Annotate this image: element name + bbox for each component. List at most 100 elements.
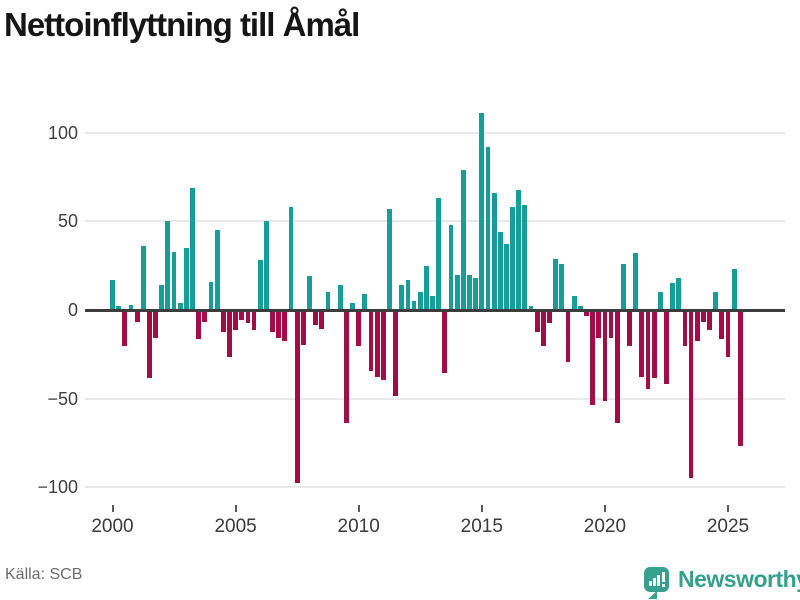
bar-2006-q4	[276, 311, 282, 338]
bar-2014-q1	[454, 274, 460, 310]
bar-2019-q4	[596, 311, 602, 338]
bar-2014-q2	[460, 170, 466, 310]
bar-2010-q1	[356, 311, 362, 347]
bar-2003-q2	[190, 187, 195, 310]
bar-2012-q2	[411, 301, 417, 310]
bar-2021-q4	[645, 311, 651, 389]
bar-2001-q1	[134, 311, 140, 322]
bar-2011-q4	[399, 285, 405, 310]
bar-2018-q1	[553, 258, 559, 310]
bar-2009-q4	[350, 302, 355, 310]
bar-2007-q3	[294, 311, 300, 483]
bar-2003-q1	[183, 247, 189, 310]
bar-2010-q2	[362, 294, 368, 310]
bar-2001-q4	[153, 311, 158, 338]
bar-2013-q1	[430, 295, 435, 310]
x-axis-label: 2000	[91, 516, 134, 537]
bar-2024-q4	[719, 311, 725, 340]
x-tick-2010	[357, 505, 360, 512]
bar-2000-q4	[128, 304, 134, 310]
speech-bubble-bar-chart-icon	[644, 566, 669, 599]
bar-2015-q1	[479, 113, 485, 310]
bar-2013-q2	[436, 198, 442, 310]
x-axis-label: 2020	[583, 516, 627, 537]
bar-2022-q4	[670, 283, 675, 310]
bar-2016-q2	[510, 207, 515, 310]
bar-2010-q4	[374, 311, 380, 377]
bar-2022-q3	[664, 311, 669, 384]
bar-2008-q3	[319, 311, 325, 329]
bar-2002-q3	[171, 251, 177, 310]
bar-2025-q2	[731, 269, 737, 310]
bar-2018-q2	[559, 263, 565, 310]
newsworthy-wordmark: Newsworthy	[678, 565, 800, 592]
bar-2020-q2	[608, 311, 614, 338]
bar-2001-q3	[147, 311, 152, 379]
y-axis-label: −50	[47, 388, 78, 409]
bar-2015-q3	[491, 193, 497, 310]
bar-2002-q2	[165, 221, 171, 310]
bar-2019-q1	[577, 306, 583, 310]
bar-2023-q4	[694, 311, 700, 342]
y-axis-label: 50	[57, 211, 78, 232]
bar-2000-q1	[110, 279, 115, 310]
bar-2019-q2	[584, 311, 589, 317]
bar-2018-q4	[571, 295, 577, 310]
bar-2000-q2	[116, 306, 122, 310]
bar-2014-q4	[473, 278, 479, 310]
bar-2011-q2	[387, 208, 392, 310]
bar-2007-q1	[282, 311, 288, 342]
bar-2017-q2	[534, 311, 540, 333]
gridline-50	[85, 220, 785, 223]
x-axis-label: 2010	[337, 516, 380, 537]
bar-2015-q4	[497, 232, 503, 310]
bar-2017-q3	[540, 311, 546, 347]
bar-2020-q4	[620, 263, 626, 310]
bar-2015-q2	[485, 146, 491, 310]
x-axis-label: 2025	[706, 516, 750, 537]
bar-2021-q3	[639, 311, 645, 377]
bar-2006-q1	[257, 260, 263, 310]
bar-2023-q3	[688, 311, 694, 478]
bar-2021-q1	[627, 311, 632, 347]
bar-2021-q2	[633, 253, 639, 310]
bar-2016-q3	[516, 189, 522, 310]
bar-2002-q1	[159, 285, 165, 310]
bar-2013-q4	[448, 224, 454, 310]
y-axis-label: 0	[67, 300, 78, 320]
speech-bubble-tail	[648, 590, 657, 599]
gridline--100	[85, 486, 785, 489]
bar-2005-q1	[233, 311, 238, 331]
gridline-100	[85, 131, 785, 134]
bar-2005-q3	[245, 311, 251, 324]
zero-axis-line	[85, 309, 785, 312]
bar-2022-q2	[657, 292, 663, 310]
bar-2008-q2	[313, 311, 318, 326]
bar-2020-q1	[602, 311, 608, 402]
bar-2016-q1	[504, 244, 509, 310]
bar-2025-q1	[725, 311, 731, 358]
bar-2004-q1	[208, 281, 214, 310]
bar-2019-q3	[590, 311, 595, 405]
bar-2004-q2	[214, 230, 220, 310]
bar-2003-q4	[202, 311, 208, 322]
bar-2011-q3	[393, 311, 399, 397]
bar-2024-q1	[700, 311, 706, 322]
bar-2020-q3	[614, 311, 620, 423]
bar-2024-q2	[707, 311, 712, 331]
x-tick-2020	[603, 505, 606, 512]
x-tick-2005	[234, 505, 237, 512]
x-tick-2025	[727, 505, 729, 512]
bar-2022-q1	[651, 311, 657, 379]
bar-2018-q3	[565, 311, 571, 363]
bar-2001-q2	[140, 246, 146, 310]
x-tick-2000	[111, 505, 114, 512]
bar-2012-q1	[405, 279, 411, 310]
bar-2012-q3	[417, 292, 423, 310]
source-caption: Källa: SCB	[5, 566, 83, 583]
chart-title: Nettoinflyttning till Åmål	[4, 6, 360, 43]
bar-2003-q3	[196, 311, 202, 340]
x-tick-2015	[480, 505, 483, 512]
bar-2005-q4	[251, 311, 257, 331]
